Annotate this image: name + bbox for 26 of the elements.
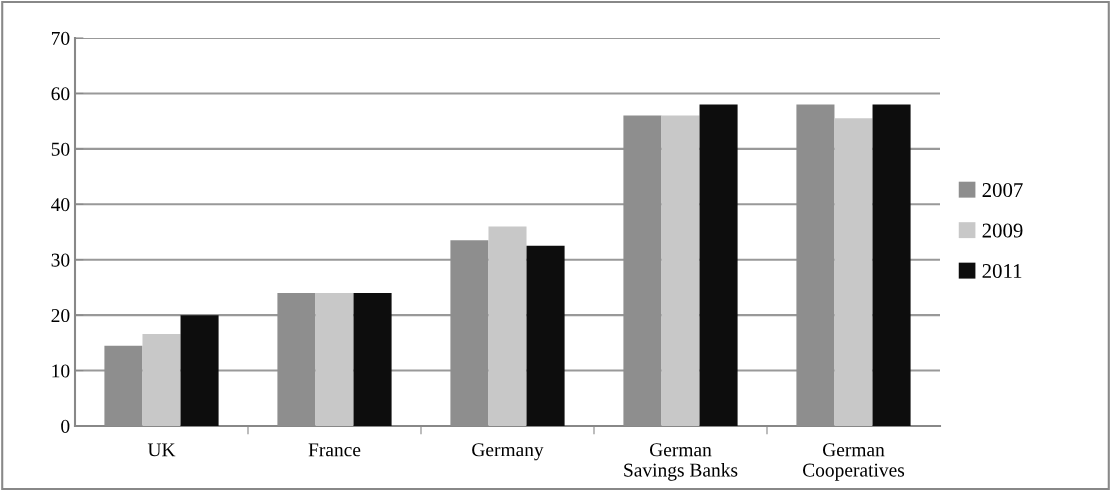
x-tick-label: German Cooperatives — [803, 443, 905, 481]
legend-label: 2007 — [982, 183, 1023, 198]
y-tick-label: 70 — [51, 31, 70, 45]
x-tick-label: UK — [147, 443, 176, 457]
bar — [526, 245, 565, 426]
x-tick-label: Germany — [472, 443, 544, 461]
y-tick-label: 0 — [61, 419, 70, 433]
x-tick-label: German Savings Banks — [624, 443, 738, 481]
x-tick-label: France — [308, 443, 361, 457]
legend-label: 2011 — [982, 264, 1022, 279]
bar — [353, 292, 392, 426]
y-tick-label: 50 — [51, 142, 70, 156]
bar — [142, 333, 181, 426]
bar — [180, 315, 219, 426]
y-tick-label: 40 — [51, 198, 70, 212]
bar — [872, 104, 911, 426]
bar — [699, 104, 738, 426]
legend-label: 2009 — [982, 223, 1023, 238]
bar — [661, 115, 700, 426]
y-tick-label: 60 — [51, 87, 70, 101]
y-tick-label: 30 — [51, 253, 70, 267]
bar — [834, 118, 873, 426]
y-tick-label: 20 — [51, 308, 70, 323]
bar — [488, 226, 527, 426]
y-tick-label: 10 — [52, 364, 70, 378]
bar — [315, 292, 354, 426]
